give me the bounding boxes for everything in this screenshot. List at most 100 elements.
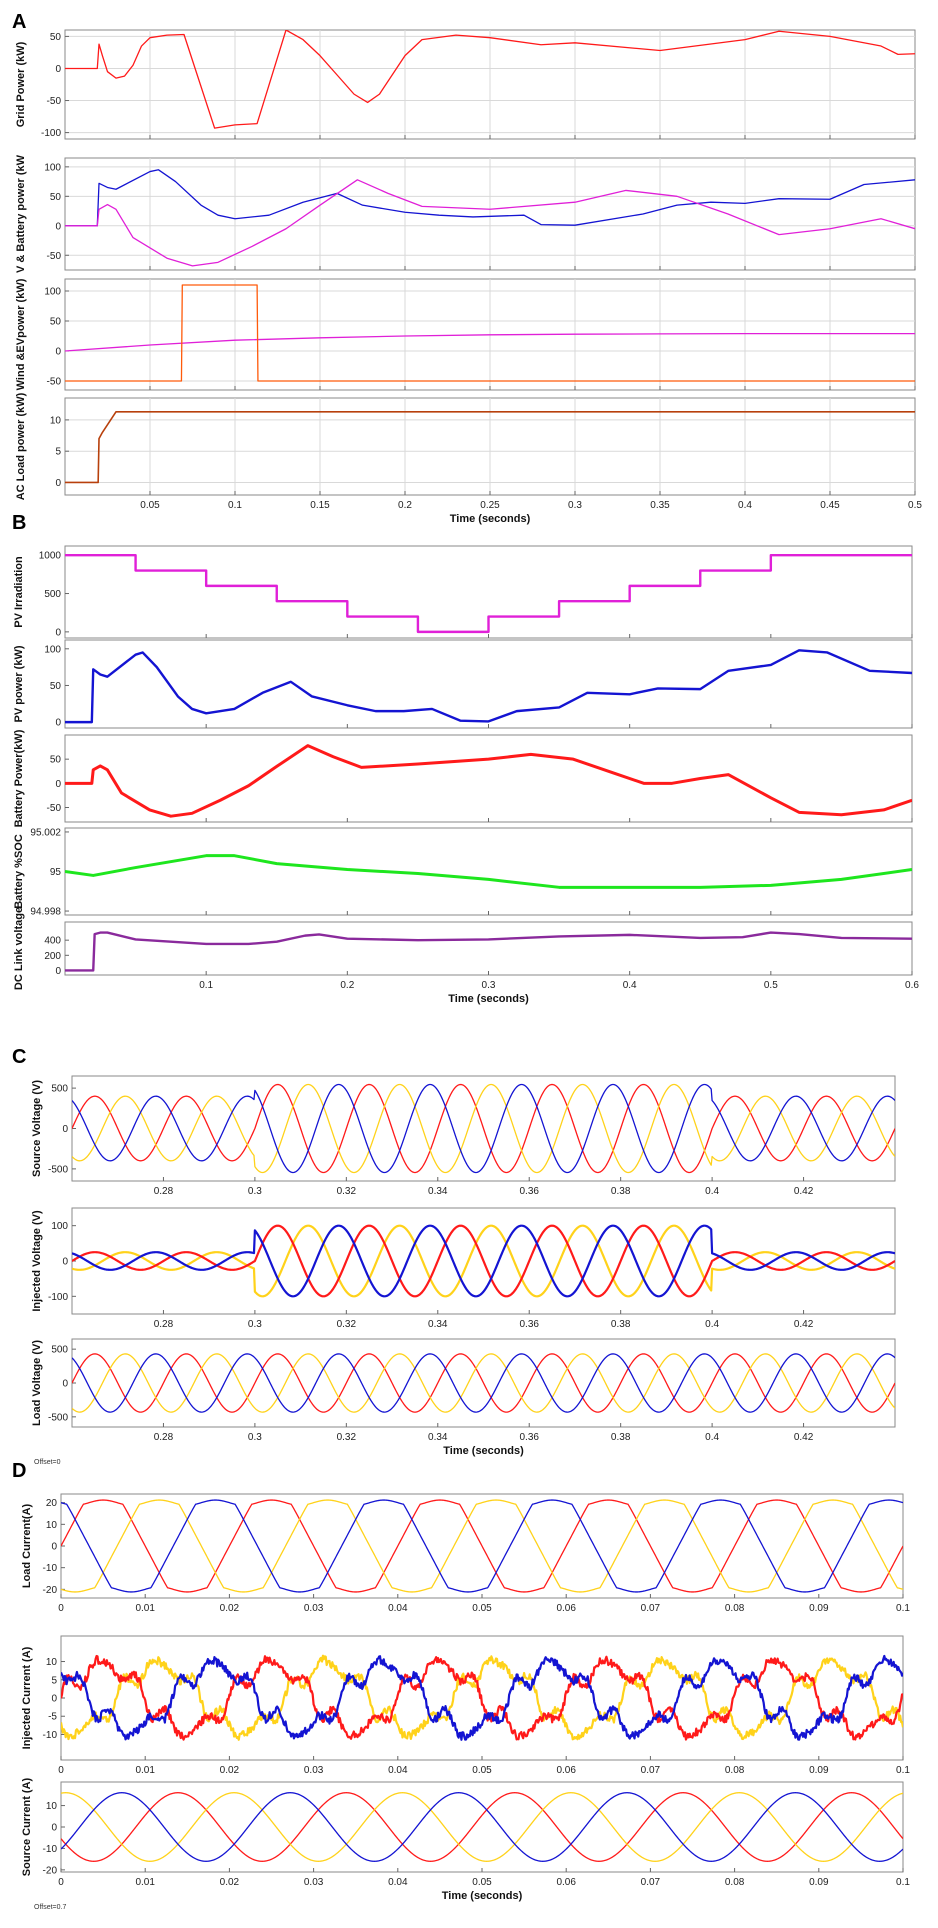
phase-wave-red [72,1224,895,1298]
y-tick-label: -100 [41,128,61,139]
series-group [65,649,912,724]
x-tick-label: 0.32 [337,1432,357,1443]
chart-5: 1000 500 0 PV Irradiation [13,545,913,639]
x-tick-label: 0.3 [482,980,496,991]
x-tick-label: 0.03 [304,1603,324,1614]
y-tick-label: 20 [46,1498,58,1509]
x-tick-label: 0.38 [611,1432,631,1443]
x-tick-label: 0.05 [472,1765,492,1776]
x-tick-label: 0.32 [337,1319,357,1330]
y-axis-label: PV power (kW) [13,645,25,722]
chart-4: 10 5 0 0.05 0.1 0.15 0.2 0.25 0.3 0.35 0.4 0.45 0.5 A… [15,392,922,525]
x-tick-label: 0.01 [135,1765,155,1776]
phase-wave-yellow [72,1083,895,1174]
phase-wave-blue [61,1654,903,1741]
series-group [65,931,912,972]
chart-15: 100-10-200 0.01 0.02 0.03 0.04 0.05 0.06 0.07 0.… [21,1777,910,1902]
x-tick-label: 0.08 [725,1877,745,1888]
x-tick-label: 0.06 [556,1765,576,1776]
phase-wave-blue [72,1353,895,1413]
panel-label-d: D [12,1460,26,1482]
x-tick-label: 0.5 [764,980,778,991]
y-tick-label: -20 [43,1585,58,1596]
y-tick-label: 1000 [39,551,62,562]
phase-wave-red [61,1654,903,1741]
y-tick-label: 200 [44,951,61,962]
x-tick-label: 0.1 [896,1877,910,1888]
y-tick-label: 10 [46,1801,58,1812]
y-axis-label: Battery Power(kW) [13,729,25,827]
y-tick-label: 0 [55,64,61,75]
y-tick-label: 50 [50,32,62,43]
y-axis-label: Wind &EVpower (kW) [15,278,27,390]
x-axis-label: Time (seconds) [450,513,531,525]
x-tick-label: 0.36 [519,1319,539,1330]
y-axis-label: Load Current(A) [21,1504,33,1589]
phase-wave-red [61,1792,903,1862]
x-tick-label: 0.3 [248,1319,262,1330]
x-tick-label: 0.02 [220,1765,240,1776]
x-tick-label: 0.34 [428,1432,448,1443]
x-tick-label: 0.2 [340,980,354,991]
series-line-magenta [65,179,915,267]
series-line-purple [65,931,912,972]
x-tick-label: 0.01 [135,1877,155,1888]
series-line-magenta [65,554,912,634]
x-tick-label: 0.28 [154,1319,174,1330]
y-tick-label: -50 [47,251,62,262]
chart-3: 100 50 0 -50 Wind &EVpower (kW) [15,278,916,391]
x-tick-label: 0.01 [135,1603,155,1614]
x-tick-label: 0.36 [519,1432,539,1443]
x-tick-label: 0.09 [809,1877,829,1888]
x-tick-label: 0.05 [472,1877,492,1888]
x-tick-label: 0.07 [641,1603,661,1614]
y-tick-label: -50 [47,96,62,107]
x-tick-label: 0 [58,1603,64,1614]
offset-label-c: Offset=0 [34,1459,61,1466]
x-tick-label: 0.07 [641,1765,661,1776]
y-tick-label: 500 [44,589,61,600]
y-axis-label: Battery %SOC [13,834,25,909]
y-tick-label: 50 [50,317,62,328]
chart-10: 500 0 -500 0.28 0.3 0.32 0.34 0.36 0.38 0.4 0.42 So… [31,1075,896,1197]
series-group [61,1654,903,1741]
y-tick-label: 95.002 [30,827,61,838]
series-group [65,744,912,818]
x-tick-label: 0.09 [809,1603,829,1614]
chart-11: 100 0 -100 0.28 0.3 0.32 0.34 0.36 0.38 0.4 0.42 In… [31,1207,896,1330]
phase-wave-yellow [61,1654,903,1741]
chart-9: 400 200 0 0.1 0.2 0.3 0.4 0.5 0.6 DC Link voltage… [13,907,919,1005]
series-group [72,1224,895,1298]
y-tick-label: -10 [43,1730,58,1741]
chart-2: 100 50 0 -50 V & Battery power (kW [15,154,916,273]
y-tick-label: 0 [55,966,61,977]
x-tick-label: 0 [58,1877,64,1888]
x-tick-label: 0.4 [705,1432,719,1443]
x-tick-label: 0.3 [248,1432,262,1443]
x-tick-label: 0.1 [896,1765,910,1776]
plot-frame [64,921,913,976]
y-tick-label: 10 [50,415,62,426]
offset-label-d: Offset=0.7 [34,1904,66,1911]
phase-wave-yellow [72,1353,895,1413]
y-tick-label: 0 [51,1542,57,1553]
phase-wave-red [72,1083,895,1174]
x-tick-label: 0.05 [140,500,160,511]
y-tick-label: 0 [62,1124,68,1135]
series-group [61,1499,903,1593]
y-tick-label: 400 [44,936,61,947]
plot-frame [64,639,913,729]
plot-frame [64,734,913,823]
phase-wave-blue [72,1224,895,1298]
x-tick-label: 0.2 [398,500,412,511]
x-tick-label: 0.28 [154,1432,174,1443]
phase-wave-yellow [61,1792,903,1862]
x-tick-label: 0.4 [705,1186,719,1197]
x-tick-label: 0.04 [388,1877,408,1888]
y-axis-label: Injected Current (A) [21,1646,33,1749]
series-group [65,410,915,484]
series-group [65,854,912,889]
x-tick-label: 0.03 [304,1877,324,1888]
x-tick-label: 0.02 [220,1877,240,1888]
